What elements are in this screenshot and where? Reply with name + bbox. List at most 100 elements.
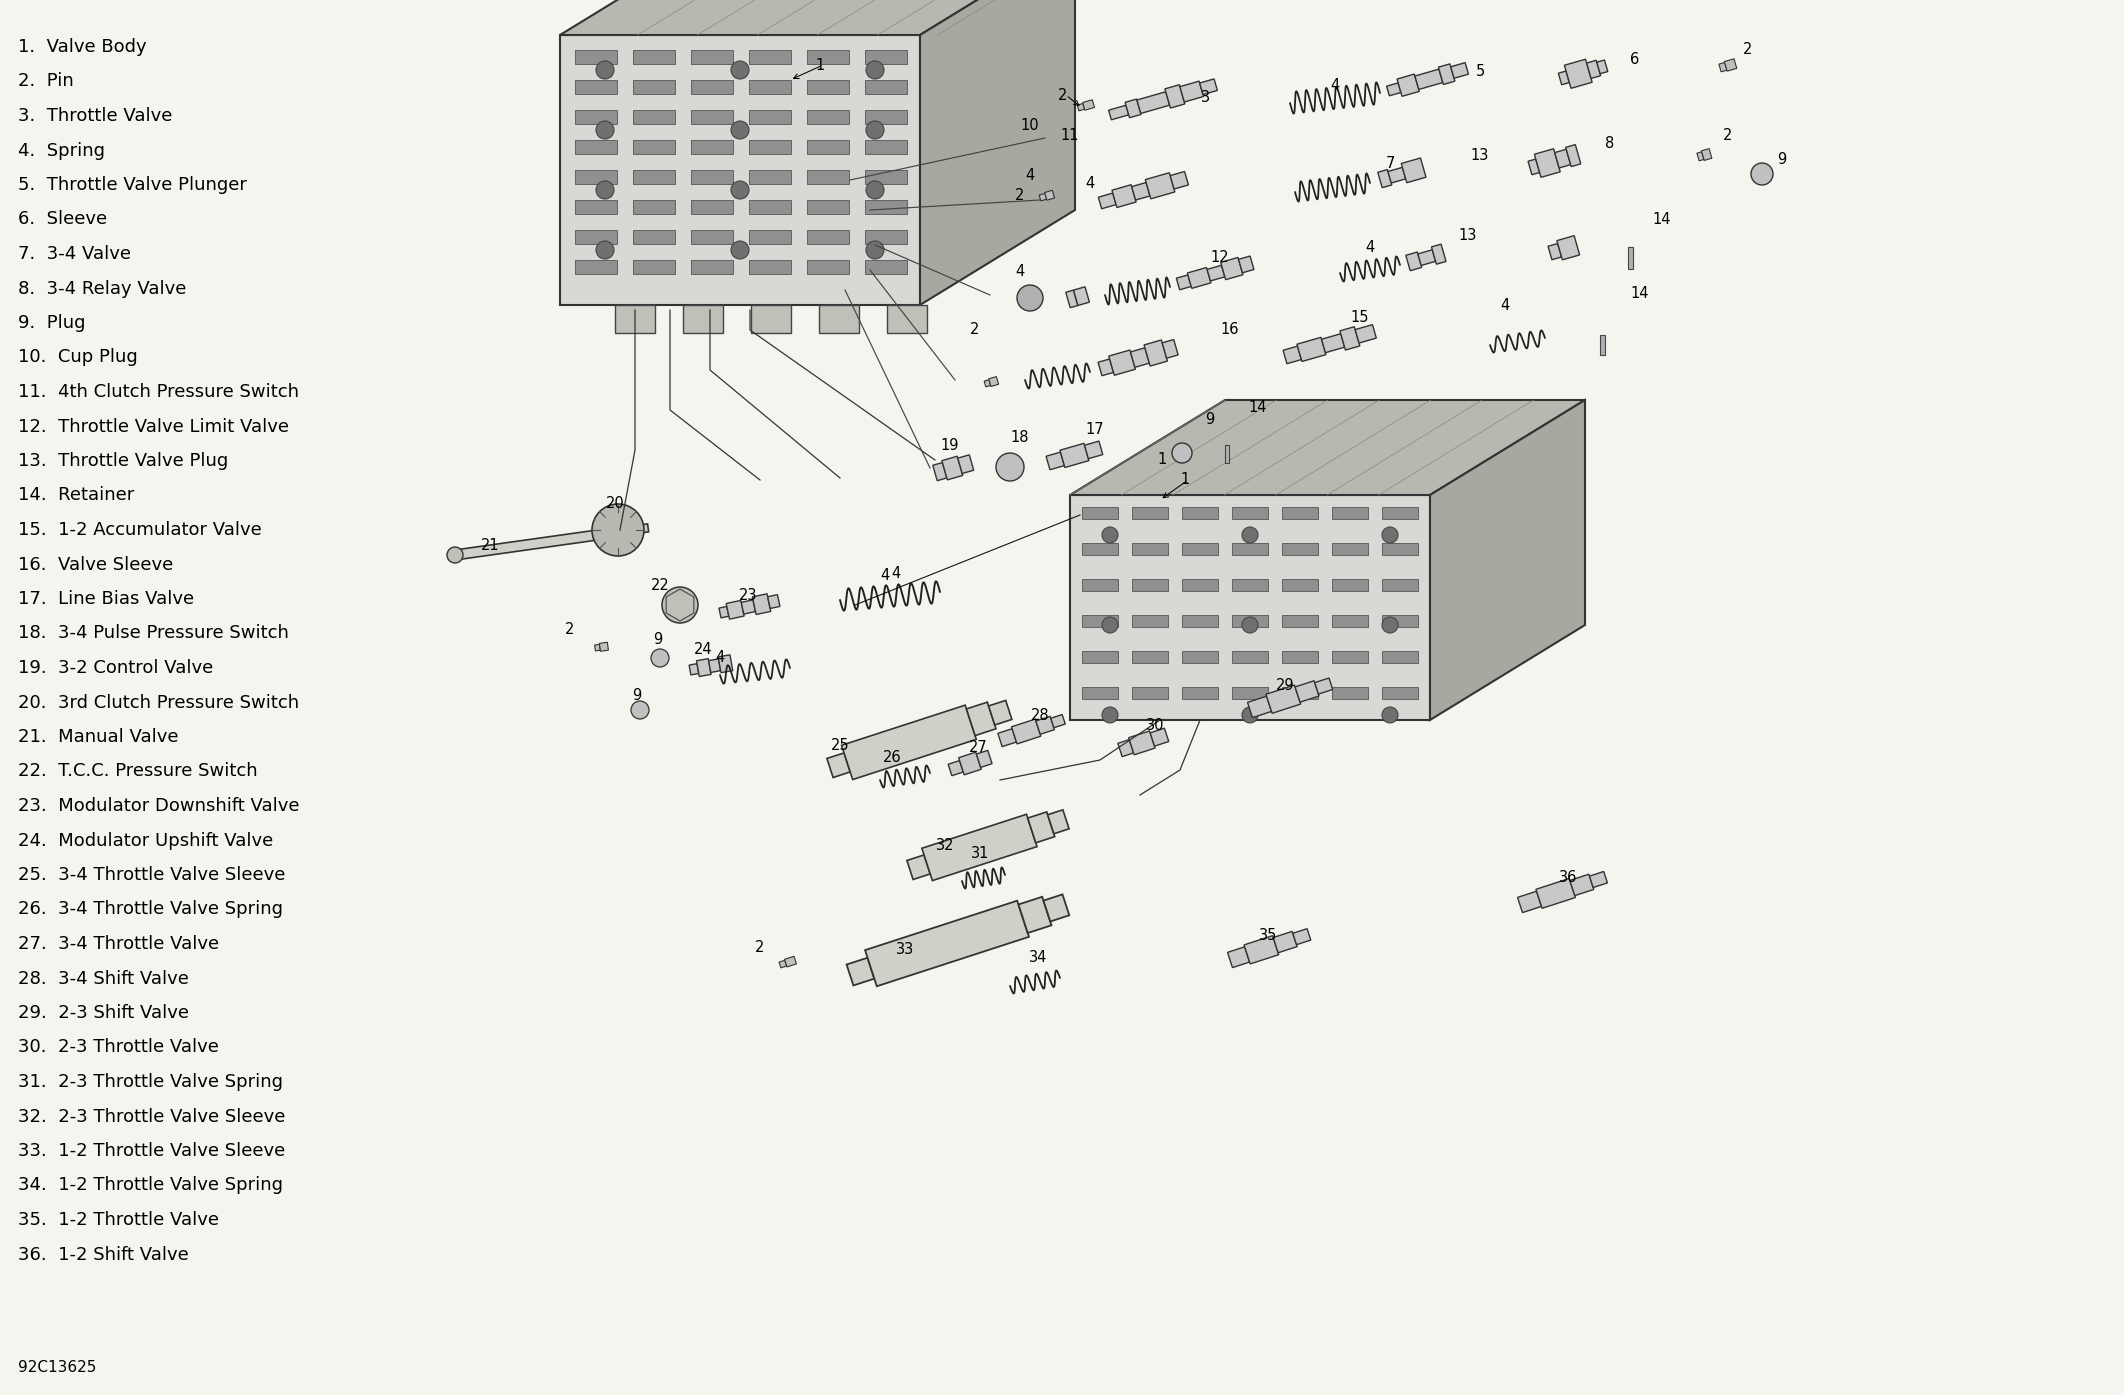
Bar [1332, 651, 1368, 663]
Text: 4: 4 [1366, 240, 1374, 255]
Circle shape [597, 241, 614, 259]
Polygon shape [966, 702, 996, 735]
Bar [807, 230, 850, 244]
Text: 34: 34 [1028, 950, 1047, 965]
Bar [633, 199, 675, 213]
Bar [1283, 579, 1319, 591]
Text: 12.  Throttle Valve Limit Valve: 12. Throttle Valve Limit Valve [17, 417, 289, 435]
Polygon shape [688, 664, 699, 675]
Polygon shape [1162, 339, 1179, 359]
Bar [690, 170, 733, 184]
Bar [633, 259, 675, 273]
Polygon shape [455, 525, 633, 559]
Bar [576, 230, 616, 244]
Text: 24.  Modulator Upshift Valve: 24. Modulator Upshift Valve [17, 831, 274, 850]
Bar [633, 230, 675, 244]
Circle shape [731, 121, 750, 140]
Polygon shape [1221, 258, 1243, 279]
Polygon shape [1047, 452, 1064, 470]
Text: 27: 27 [969, 741, 988, 756]
Bar [1132, 651, 1168, 663]
Polygon shape [1070, 400, 1585, 495]
Bar [1283, 615, 1319, 626]
Polygon shape [1043, 894, 1068, 922]
Polygon shape [977, 751, 992, 767]
Text: 18.  3-4 Pulse Pressure Switch: 18. 3-4 Pulse Pressure Switch [17, 625, 289, 643]
Bar [1132, 686, 1168, 699]
Bar [807, 259, 850, 273]
Polygon shape [1266, 685, 1300, 713]
Polygon shape [1245, 936, 1279, 964]
Polygon shape [988, 700, 1011, 725]
Polygon shape [1272, 932, 1298, 953]
Polygon shape [1419, 250, 1436, 265]
Text: 4: 4 [1026, 167, 1034, 183]
Text: 24: 24 [695, 643, 712, 657]
Text: 29.  2-3 Shift Valve: 29. 2-3 Shift Valve [17, 1004, 189, 1023]
Circle shape [867, 181, 884, 199]
Polygon shape [1132, 183, 1149, 199]
Bar [1332, 579, 1368, 591]
Text: 33.  1-2 Throttle Valve Sleeve: 33. 1-2 Throttle Valve Sleeve [17, 1143, 285, 1161]
Polygon shape [920, 0, 1075, 306]
Text: 23.  Modulator Downshift Valve: 23. Modulator Downshift Valve [17, 797, 299, 815]
Polygon shape [1011, 718, 1041, 744]
Bar [750, 230, 790, 244]
Polygon shape [1077, 103, 1085, 110]
Text: 1: 1 [1158, 452, 1166, 467]
Polygon shape [1298, 338, 1325, 361]
Circle shape [593, 504, 644, 557]
Bar [1283, 686, 1319, 699]
Text: 35: 35 [1260, 928, 1277, 943]
Bar [1181, 686, 1217, 699]
Polygon shape [1200, 80, 1217, 95]
Polygon shape [847, 958, 875, 985]
Bar [633, 80, 675, 93]
Bar [1232, 506, 1268, 519]
Bar [1383, 506, 1419, 519]
Text: 1: 1 [816, 57, 824, 73]
Text: 16: 16 [1221, 322, 1238, 338]
Bar [1132, 543, 1168, 555]
Polygon shape [1402, 158, 1425, 183]
Bar [1081, 686, 1117, 699]
Text: 36: 36 [1559, 870, 1578, 886]
Polygon shape [1387, 167, 1406, 183]
Polygon shape [1136, 92, 1170, 113]
Text: 25: 25 [830, 738, 850, 752]
Polygon shape [684, 306, 722, 333]
Polygon shape [958, 752, 981, 774]
Polygon shape [1145, 173, 1175, 199]
Bar [1081, 579, 1117, 591]
Text: 17: 17 [1085, 423, 1104, 438]
Polygon shape [958, 455, 973, 473]
Polygon shape [1039, 194, 1047, 201]
Polygon shape [1247, 696, 1272, 717]
Text: 32.  2-3 Throttle Valve Sleeve: 32. 2-3 Throttle Valve Sleeve [17, 1108, 285, 1126]
Polygon shape [983, 379, 990, 386]
Bar [807, 140, 850, 153]
Polygon shape [1451, 63, 1468, 78]
Polygon shape [1559, 71, 1570, 85]
Polygon shape [1206, 265, 1226, 280]
Text: 2: 2 [756, 940, 765, 956]
Text: 35.  1-2 Throttle Valve: 35. 1-2 Throttle Valve [17, 1211, 219, 1229]
Polygon shape [1017, 897, 1051, 933]
Text: 21.  Manual Valve: 21. Manual Valve [17, 728, 178, 746]
Bar [1232, 579, 1268, 591]
Bar [864, 140, 907, 153]
Text: 32: 32 [937, 837, 954, 852]
Text: 9.  Plug: 9. Plug [17, 314, 85, 332]
Polygon shape [998, 728, 1017, 746]
Text: 28: 28 [1030, 707, 1049, 723]
Polygon shape [1187, 268, 1211, 289]
Polygon shape [841, 704, 977, 780]
Bar [864, 170, 907, 184]
Polygon shape [1164, 85, 1185, 107]
Polygon shape [888, 306, 926, 333]
Polygon shape [820, 306, 858, 333]
Bar [690, 110, 733, 124]
Text: 34.  1-2 Throttle Valve Spring: 34. 1-2 Throttle Valve Spring [17, 1176, 282, 1194]
Text: 2: 2 [1744, 42, 1752, 57]
Polygon shape [1536, 879, 1576, 908]
